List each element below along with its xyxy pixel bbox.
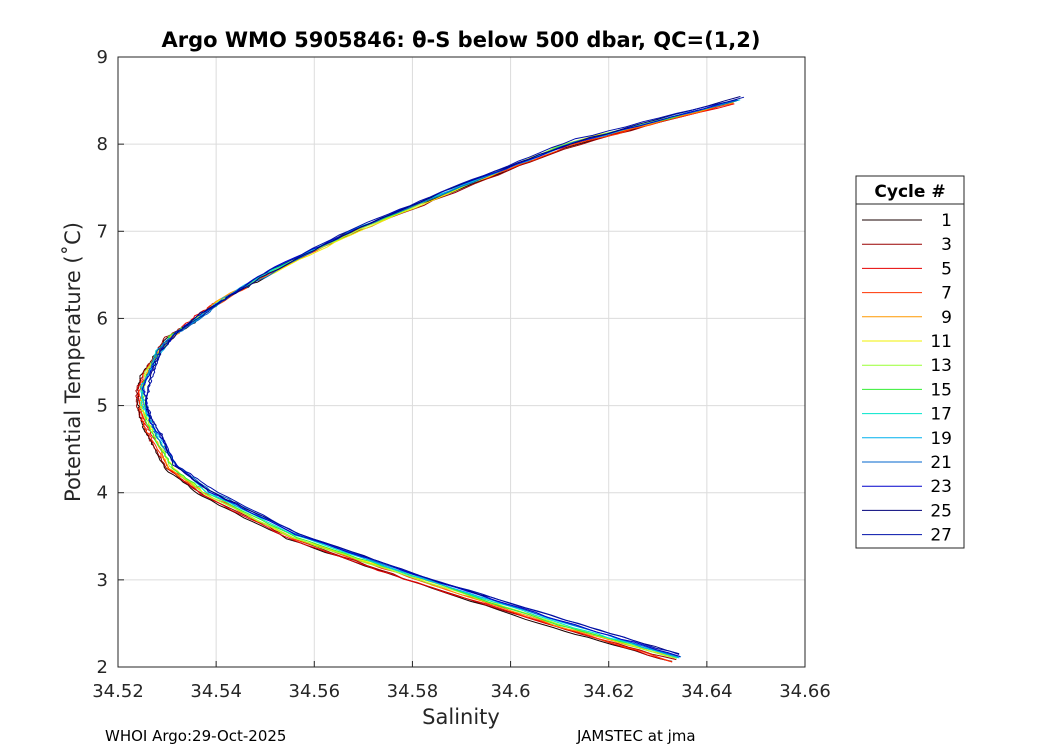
legend-label-19: 19 xyxy=(930,429,952,449)
x-tick-label: 34.66 xyxy=(779,681,831,702)
x-tick-label: 34.64 xyxy=(681,681,733,702)
y-gridlines xyxy=(118,56,805,668)
y-axis-label: Potential Temperature (˚C) xyxy=(61,222,85,502)
legend-label-3: 3 xyxy=(941,235,952,255)
legend-label-9: 9 xyxy=(941,308,952,328)
x-tick-label: 34.52 xyxy=(92,681,144,702)
y-tick-label: 3 xyxy=(97,570,108,591)
x-tick-label: 34.62 xyxy=(583,681,635,702)
y-tick-label: 5 xyxy=(97,396,108,417)
legend-label-23: 23 xyxy=(930,477,952,497)
x-tick-label: 34.6 xyxy=(491,681,531,702)
footer-left: WHOI Argo:29-Oct-2025 xyxy=(105,727,286,745)
footer-right: JAMSTEC at jma xyxy=(576,727,696,745)
x-gridlines xyxy=(117,57,806,667)
y-tick-label: 4 xyxy=(97,483,108,504)
legend-title: Cycle # xyxy=(874,182,945,202)
profile-curves xyxy=(135,96,745,663)
series-cycle-23 xyxy=(141,99,738,657)
legend-label-11: 11 xyxy=(930,332,952,352)
legend-label-5: 5 xyxy=(941,259,952,279)
legend-label-17: 17 xyxy=(930,405,952,425)
x-tick-label: 34.56 xyxy=(289,681,341,702)
legend-label-27: 27 xyxy=(930,526,952,546)
y-tick-label: 2 xyxy=(97,657,108,678)
legend-label-13: 13 xyxy=(930,356,952,376)
x-tick-label: 34.58 xyxy=(387,681,439,702)
x-tick-label: 34.54 xyxy=(190,681,242,702)
chart-title: Argo WMO 5905846: θ-S below 500 dbar, QC… xyxy=(162,28,761,52)
y-tick-label: 7 xyxy=(97,221,108,242)
y-tick-label: 8 xyxy=(97,134,108,155)
y-tick-label: 9 xyxy=(97,47,108,68)
y-tick-label: 6 xyxy=(97,308,108,329)
series-cycle-27 xyxy=(145,96,745,655)
legend-label-7: 7 xyxy=(941,284,952,304)
legend-label-25: 25 xyxy=(930,501,952,521)
legend-label-15: 15 xyxy=(930,380,952,400)
x-axis-label: Salinity xyxy=(422,705,500,729)
plot-frame xyxy=(117,56,806,668)
legend-label-21: 21 xyxy=(930,453,952,473)
x-tick-labels: 34.52 34.54 34.56 34.58 34.6 34.62 34.64 34.66 xyxy=(92,681,831,702)
legend-label-1: 1 xyxy=(941,211,952,231)
y-tick-labels: 2 3 4 5 6 7 8 9 xyxy=(97,47,108,678)
plot-area xyxy=(118,57,805,667)
